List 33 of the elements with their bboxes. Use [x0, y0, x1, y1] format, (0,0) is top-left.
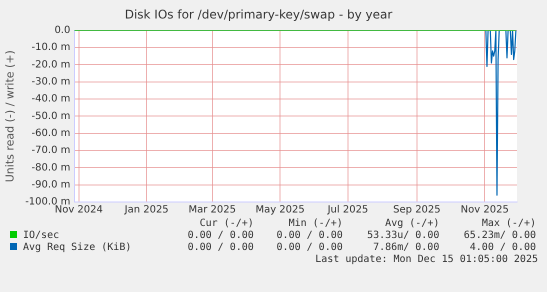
y-tick-label: -40.0 m — [32, 94, 70, 105]
x-tick-label: Mar 2025 — [188, 204, 236, 216]
y-tick-label: -70.0 m — [32, 145, 70, 156]
y-tick-label: -50.0 m — [32, 110, 70, 122]
text: Avg (-/+) — [384, 218, 440, 230]
y-tick-label: -20.0 m — [32, 59, 70, 70]
text: 4.00 / 0.00 — [468, 242, 537, 254]
y-tick-label: -80.0 m — [32, 162, 70, 174]
text: 0.00 / 0.00 — [276, 242, 344, 254]
y-axis-title: Units read (-) / write (+) — [3, 50, 16, 182]
x-tick-label: Sep 2025 — [393, 204, 441, 216]
y-tick-label: -30.0 m — [32, 76, 70, 88]
text: Last update: Mon Dec 15 01:05:00 2025 — [314, 254, 538, 266]
y-tick-label: -10.0 m — [32, 42, 70, 54]
text: 0.00 / 0.00 — [186, 242, 255, 254]
x-tick-label: Nov 2025 — [460, 204, 509, 216]
x-tick-label: Jul 2025 — [326, 204, 368, 216]
text: 0.00 / 0.00 — [276, 230, 344, 242]
text: Cur (-/+) — [198, 218, 255, 230]
y-tick-label: -90.0 m — [32, 179, 70, 190]
text: 7.86m/ 0.00 — [372, 242, 440, 254]
text: 53.33u/ 0.00 — [366, 230, 440, 242]
legend-label: IO/sec — [22, 230, 60, 242]
x-tick-label: May 2025 — [255, 204, 305, 216]
y-tick-label: 0.0 — [54, 24, 70, 36]
x-tick-label: Jan 2025 — [124, 204, 169, 216]
legend-label: Avg Req Size (KiB) — [22, 242, 132, 254]
text: 65.23m/ 0.00 — [462, 230, 537, 242]
text: 0.00 / 0.00 — [186, 230, 255, 242]
chart-title: Disk IOs for /dev/primary-key/swap - by year — [124, 7, 392, 22]
y-tick-label: -60.0 m — [32, 128, 70, 139]
text: Max (-/+) — [480, 218, 537, 230]
text: Min (-/+) — [288, 218, 344, 230]
